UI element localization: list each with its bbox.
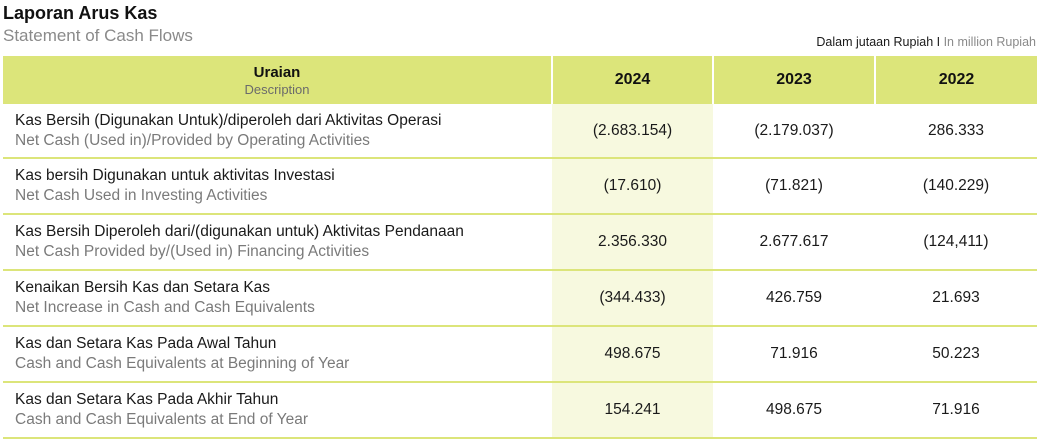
cell-2022: 71.916 [875, 382, 1037, 439]
unit-note-id: Dalam jutaan Rupiah I [816, 35, 941, 49]
row-description: Kas dan Setara Kas Pada Akhir Tahun Cash … [3, 382, 552, 439]
table-row: Kas bersih Digunakan untuk aktivitas Inv… [3, 158, 1037, 215]
table-header-row: Uraian Description 2024 2023 2022 [3, 56, 1037, 104]
cell-2023: 2.677.617 [713, 214, 875, 271]
cell-2024: (2.683.154) [552, 104, 713, 159]
cell-2022: 286.333 [875, 104, 1037, 159]
report-title: Laporan Arus Kas [3, 3, 158, 23]
cell-2022: 50.223 [875, 326, 1037, 383]
header-description: Uraian Description [3, 56, 553, 104]
row-description: Kenaikan Bersih Kas dan Setara Kas Net In… [3, 270, 552, 327]
cell-2023: (2.179.037) [713, 104, 875, 159]
row-description: Kas Bersih (Digunakan Untuk)/diperoleh d… [3, 104, 552, 159]
cell-2023: 71.916 [713, 326, 875, 383]
report-subtitle: Statement of Cash Flows [3, 26, 193, 45]
row-label-id: Kas Bersih (Digunakan Untuk)/diperoleh d… [15, 111, 442, 129]
cell-2023: (71.821) [713, 158, 875, 215]
row-label-id: Kenaikan Bersih Kas dan Setara Kas [15, 279, 271, 296]
header-year-2022: 2022 [875, 56, 1037, 104]
row-label-id: Kas bersih Digunakan untuk aktivitas Inv… [15, 167, 335, 184]
cell-2023: 426.759 [713, 270, 875, 327]
header-description-en: Description [244, 81, 310, 97]
table-row: Kas Bersih Diperoleh dari/(digunakan unt… [3, 214, 1037, 271]
row-label-en: Cash and Cash Equivalents at End of Year [15, 411, 308, 428]
row-description: Kas Bersih Diperoleh dari/(digunakan unt… [3, 214, 552, 271]
row-label-en: Cash and Cash Equivalents at Beginning o… [15, 355, 350, 372]
cell-2024: 498.675 [552, 326, 713, 383]
row-label-en: Net Increase in Cash and Cash Equivalent… [15, 299, 315, 316]
cell-2024: 154.241 [552, 382, 713, 439]
header-year-2023: 2023 [713, 56, 876, 104]
row-description: Kas dan Setara Kas Pada Awal Tahun Cash a… [3, 326, 552, 383]
cell-2023: 498.675 [713, 382, 875, 439]
cell-2022: 21.693 [875, 270, 1037, 327]
row-label-id: Kas dan Setara Kas Pada Awal Tahun [15, 335, 277, 352]
row-label-id: Kas Bersih Diperoleh dari/(digunakan unt… [15, 223, 464, 240]
cell-2022: (140.229) [875, 158, 1037, 215]
cell-2024: (344.433) [552, 270, 713, 327]
row-description: Kas bersih Digunakan untuk aktivitas Inv… [3, 158, 552, 215]
row-label-en: Net Cash Used in Investing Activities [15, 187, 268, 204]
table-row: Kas Bersih (Digunakan Untuk)/diperoleh d… [3, 104, 1037, 159]
unit-note: Dalam jutaan Rupiah I In million Rupiah [816, 35, 1036, 49]
cash-flow-table: Uraian Description 2024 2023 2022 Kas Be… [3, 56, 1037, 439]
header-description-id: Uraian [253, 63, 301, 81]
table-row: Kenaikan Bersih Kas dan Setara Kas Net In… [3, 270, 1037, 327]
row-label-en: Net Cash Provided by/(Used in) Financing… [15, 243, 370, 260]
cell-2024: (17.610) [552, 158, 713, 215]
unit-note-en: In million Rupiah [943, 35, 1036, 49]
cell-2024: 2.356.330 [552, 214, 713, 271]
cell-2022: (124,411) [875, 214, 1037, 271]
row-label-en: Net Cash (Used in)/Provided by Operating… [15, 131, 370, 149]
table-row: Kas dan Setara Kas Pada Awal Tahun Cash a… [3, 326, 1037, 383]
row-label-id: Kas dan Setara Kas Pada Akhir Tahun [15, 391, 279, 408]
header-year-2024: 2024 [552, 56, 714, 104]
table-row: Kas dan Setara Kas Pada Akhir Tahun Cash … [3, 382, 1037, 439]
